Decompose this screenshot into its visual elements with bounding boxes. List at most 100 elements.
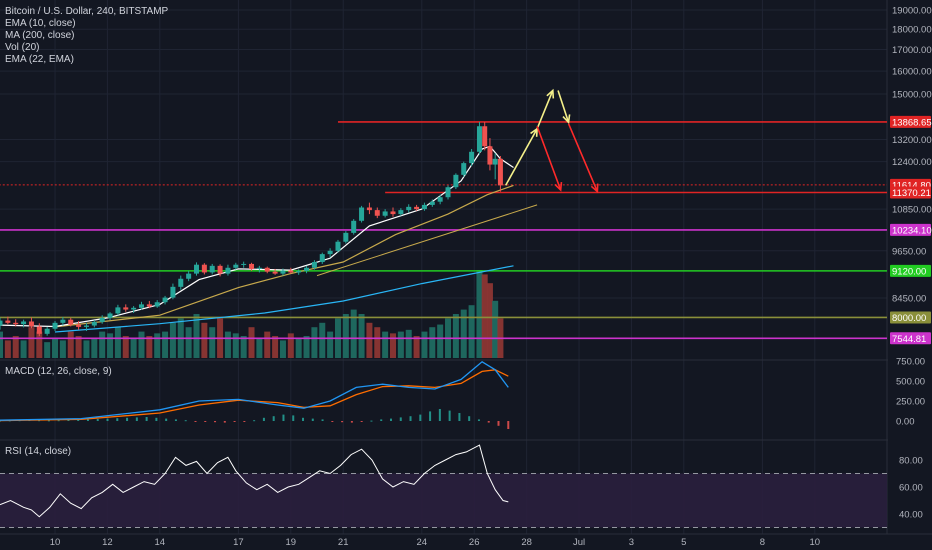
price-label-text: 9120.00 (892, 266, 926, 277)
legend-ema10[interactable]: EMA (10, close) (5, 18, 76, 29)
candle-body (487, 146, 493, 165)
time-tick-label: 19 (286, 537, 297, 548)
macd-histogram-bar (184, 420, 187, 422)
volume-bar (67, 331, 74, 358)
macd-histogram-bar (350, 421, 353, 423)
price-tick-label: 9650.00 (892, 246, 926, 257)
arrow-head (554, 181, 563, 192)
candle-body (146, 304, 152, 307)
candle-body (154, 302, 160, 307)
legend-ema22[interactable]: EMA (22, EMA) (5, 54, 74, 65)
volume-bar (75, 336, 82, 358)
candle-body (225, 267, 231, 274)
volume-bar (327, 331, 334, 358)
legend-macd[interactable]: MACD (12, 26, close, 9) (5, 366, 112, 377)
drawn-arrows[interactable] (504, 88, 599, 194)
volume-bar (397, 331, 404, 358)
grid-lines (0, 0, 932, 534)
volume-bar (83, 340, 90, 358)
candle-body (201, 264, 207, 273)
volume-bar (162, 331, 169, 358)
candle-body (406, 206, 412, 211)
volume-bar (272, 336, 279, 358)
price-tick-label: 13200.00 (892, 135, 932, 146)
volume-bar (358, 314, 365, 358)
legend-rsi[interactable]: RSI (14, close) (5, 446, 72, 457)
volume-bar (452, 314, 459, 358)
candle-body (497, 158, 503, 186)
volume-bar (59, 340, 66, 358)
price-axis[interactable]: 19000.00 18000.00 17000.00 16000.00 15000.00… (888, 0, 932, 550)
candle-body (398, 210, 404, 215)
volume-bar (311, 327, 318, 358)
time-tick-label: 26 (469, 537, 480, 548)
candle-body (382, 211, 388, 216)
macd-histogram-bar (380, 419, 383, 421)
candle-body (21, 321, 27, 325)
volume-bar (374, 327, 381, 358)
arrow-head (530, 127, 538, 137)
price-label-box (890, 223, 931, 236)
macd-histogram-bar (477, 419, 480, 421)
price-label-box (890, 186, 931, 199)
volume-bar (52, 338, 59, 358)
price-label-text: 13868.65 (892, 117, 932, 128)
price-label-text: 8000.00 (892, 313, 926, 324)
candle-body (296, 270, 302, 273)
candle-body (482, 126, 488, 147)
candle-body (241, 263, 247, 265)
candle-body (0, 320, 3, 326)
volume-bar (91, 338, 98, 358)
candle-body (469, 151, 475, 164)
rsi-band (0, 473, 887, 528)
volume-bar (350, 309, 357, 358)
ma200-line (54, 265, 514, 333)
candle-body (304, 267, 310, 271)
macd-signal-line (0, 369, 509, 422)
time-tick-label: 17 (233, 537, 244, 548)
macd-histogram-bar (497, 421, 500, 426)
symbol-title[interactable]: Bitcoin / U.S. Dollar, 240, BITSTAMP (5, 6, 169, 17)
rsi-tick-label: 80.00 (899, 456, 923, 467)
candle-body (68, 319, 74, 325)
volume-bar (492, 300, 499, 358)
volume-bar (295, 338, 302, 358)
macd-histogram-bar (77, 419, 80, 421)
candle-body (44, 328, 50, 334)
macd-histogram-bar (96, 419, 99, 421)
candle-body (335, 241, 341, 251)
candle-body (170, 286, 176, 298)
legend-vol[interactable]: Vol (20) (5, 42, 40, 53)
candle-body (115, 307, 121, 314)
macd-histogram-bar (57, 420, 60, 422)
price-tick-label: 19000.00 (892, 6, 932, 17)
macd-histogram-bar (507, 421, 510, 429)
candle-body (83, 325, 89, 327)
candle-body (437, 197, 443, 202)
macd-histogram-bar (448, 410, 451, 421)
arrow-shaft (536, 125, 562, 191)
candle-body (5, 320, 11, 323)
macd-histogram-bar (292, 415, 295, 421)
macd-histogram-bar (282, 414, 285, 421)
macd-histogram-bar (272, 416, 275, 421)
rsi-tick-label: 40.00 (899, 510, 923, 521)
volume-bar (366, 322, 373, 358)
time-axis[interactable]: 10 12 14 17 19 21 24 26 28 Jul 3 5 8 10 (0, 533, 932, 548)
macd-histogram-bar (302, 417, 305, 421)
time-tick-label: 10 (810, 537, 821, 548)
candles (0, 121, 503, 337)
candle-body (36, 326, 42, 334)
time-tick-label: 28 (521, 537, 532, 548)
volume-bar (122, 336, 129, 358)
volume-bar (99, 331, 106, 358)
macd-legend: MACD (12, 26, close, 9) (5, 366, 112, 378)
macd-histogram-bar (389, 418, 392, 421)
macd-histogram-bar (145, 417, 148, 421)
legend-ma200[interactable]: MA (200, close) (5, 30, 75, 41)
macd-histogram-bar (409, 416, 412, 421)
macd-histogram-bar (341, 421, 344, 423)
macd-tick-label: 500.00 (896, 377, 925, 388)
price-label-text: 11614.80 (892, 180, 931, 191)
